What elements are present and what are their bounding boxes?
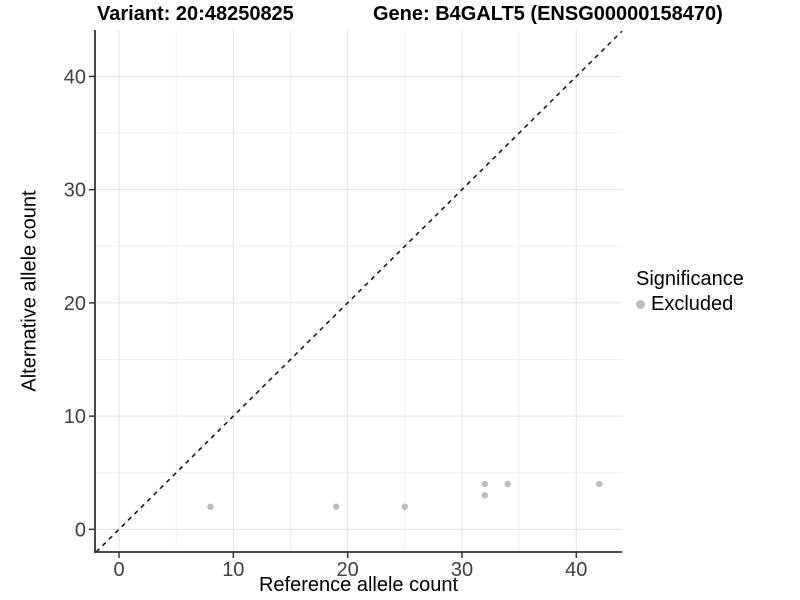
gridlines-minor bbox=[95, 30, 622, 552]
identity-reference-line bbox=[95, 30, 623, 553]
x-tick-labels: 0 10 20 30 40 bbox=[113, 559, 587, 581]
svg-text:30: 30 bbox=[64, 180, 86, 202]
data-point bbox=[504, 480, 511, 488]
legend: Significance Excluded bbox=[636, 268, 744, 316]
svg-text:40: 40 bbox=[64, 66, 86, 88]
y-axis-title: Alternative allele count bbox=[18, 190, 41, 392]
excluded-point-icon bbox=[636, 300, 645, 309]
legend-item-label: Excluded bbox=[651, 293, 734, 315]
svg-text:0: 0 bbox=[113, 559, 124, 581]
svg-text:20: 20 bbox=[64, 293, 86, 315]
variant-title: Variant: 20:48250825 bbox=[97, 3, 294, 25]
axis-lines bbox=[94, 30, 622, 553]
y-tick-labels: 0 10 20 30 40 bbox=[64, 66, 86, 541]
svg-text:10: 10 bbox=[64, 406, 86, 428]
gene-title: Gene: B4GALT5 (ENSG00000158470) bbox=[373, 3, 723, 25]
data-point bbox=[401, 503, 408, 510]
data-point bbox=[595, 480, 603, 488]
svg-text:30: 30 bbox=[451, 559, 473, 581]
svg-text:20: 20 bbox=[337, 559, 359, 581]
data-point bbox=[481, 492, 489, 499]
tick-marks bbox=[89, 75, 578, 558]
gridlines-major bbox=[95, 30, 622, 552]
legend-title: Significance bbox=[636, 268, 744, 290]
plot-panel bbox=[95, 30, 622, 552]
legend-item-excluded: Excluded bbox=[636, 293, 744, 316]
series-excluded bbox=[207, 480, 603, 510]
svg-text:10: 10 bbox=[222, 559, 244, 581]
x-axis-title: Reference allele count bbox=[258, 574, 458, 596]
svg-text:0: 0 bbox=[75, 519, 86, 541]
data-point bbox=[207, 503, 214, 510]
svg-text:40: 40 bbox=[565, 559, 587, 581]
data-point bbox=[481, 480, 489, 488]
data-point bbox=[333, 503, 340, 510]
